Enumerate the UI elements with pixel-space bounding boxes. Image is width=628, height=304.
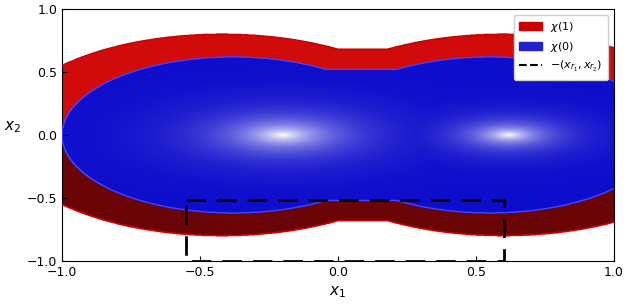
X-axis label: $x_1$: $x_1$ [329,284,347,300]
Legend: $\chi(1)$, $\chi(0)$, $-(x_{r_1},x_{r_2})$: $\chi(1)$, $\chi(0)$, $-(x_{r_1},x_{r_2}… [514,15,609,80]
Y-axis label: $x_2$: $x_2$ [4,119,21,135]
